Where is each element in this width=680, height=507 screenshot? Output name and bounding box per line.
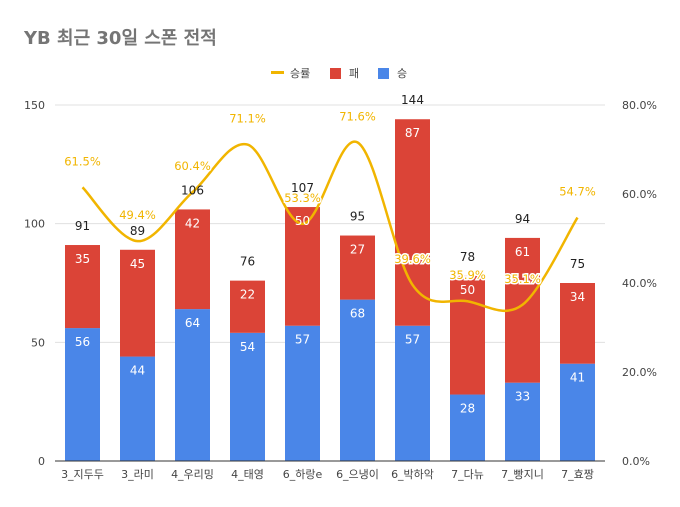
bar-loss [65, 245, 100, 329]
bar-total-label: 106 [181, 183, 204, 197]
bar-win-label: 33 [515, 390, 530, 404]
bar-win [560, 363, 595, 461]
y-right-tick-label: 80.0% [622, 99, 657, 112]
bar-total-label: 89 [130, 224, 145, 238]
bar-loss [450, 275, 485, 395]
bar-total-label: 144 [401, 93, 424, 107]
x-tick-label: 6_하랑e [283, 467, 323, 481]
bar-win-label: 41 [570, 371, 585, 385]
bar-loss-label: 27 [350, 243, 365, 257]
win-rate-label: 49.4% [119, 208, 156, 222]
win-rate-label: 35.9% [449, 268, 486, 282]
legend-label: 승 [397, 67, 407, 80]
bar-win-label: 28 [460, 402, 475, 416]
win-rate-line [81, 140, 579, 313]
bar-loss [230, 280, 265, 333]
win-rate-label: 53.3% [284, 191, 321, 205]
x-tick-label: 6_박하악 [391, 467, 434, 481]
win-rate-label: 35.1% [504, 272, 541, 286]
bar-total-label: 94 [515, 212, 530, 226]
y-right-tick-label: 20.0% [622, 366, 657, 379]
y-right-tick-label: 0.0% [622, 455, 650, 468]
bar-win [120, 356, 155, 461]
bar-total-label: 91 [75, 219, 90, 233]
bar-win [230, 332, 265, 461]
x-tick-label: 4_태영 [231, 468, 264, 481]
legend-label: 패 [349, 67, 359, 80]
bar-loss [120, 249, 155, 357]
win-rate-label: 39.6% [394, 252, 431, 266]
bar-win-label: 57 [295, 333, 310, 347]
x-tick-label: 7_효짱 [561, 468, 594, 481]
chart-title: YB 최근 30일 스폰 전적 [24, 28, 217, 49]
win-rate-label: 71.1% [229, 112, 266, 126]
win-rate-label: 71.6% [339, 109, 376, 123]
bar-win [65, 328, 100, 461]
bar-win-label: 54 [240, 340, 255, 354]
bar-win [285, 325, 320, 461]
bar-total-label: 76 [240, 255, 255, 269]
bar-win-label: 68 [350, 307, 365, 321]
legend-swatch-line [271, 71, 284, 74]
bar-total-label: 107 [291, 181, 314, 195]
y-right-tick-label: 40.0% [622, 277, 657, 290]
y-left-tick-label: 50 [31, 336, 45, 349]
bar-loss-label: 42 [185, 216, 200, 230]
bar-loss-label: 87 [405, 126, 420, 140]
bar-win-label: 44 [130, 364, 145, 378]
bar-win-label: 57 [405, 333, 420, 347]
x-tick-label: 6_으냉이 [336, 468, 379, 481]
bar-loss [395, 119, 430, 326]
y-right-tick-label: 60.0% [622, 188, 657, 201]
x-tick-label: 7_다뉴 [451, 468, 484, 481]
y-left-tick-label: 100 [24, 218, 45, 231]
bar-win [340, 299, 375, 461]
bar-total-label: 78 [460, 250, 475, 264]
legend-swatch-box [330, 68, 341, 79]
bar-win [395, 325, 430, 461]
bar-loss-label: 34 [570, 290, 585, 304]
bar-loss-label: 22 [240, 288, 255, 302]
bar-loss-label: 50 [295, 214, 310, 228]
legend-swatch-box [378, 68, 389, 79]
x-tick-label: 7_빵지니 [501, 468, 544, 481]
bar-total-label: 75 [570, 257, 585, 271]
x-tick-label: 4_우리밍 [171, 468, 214, 481]
bar-win-label: 64 [185, 316, 200, 330]
bar-loss-label: 61 [515, 245, 530, 259]
x-tick-label: 3_라미 [121, 468, 154, 481]
bar-total-label: 95 [350, 210, 365, 224]
bar-loss [340, 235, 375, 300]
bar-loss-label: 45 [130, 257, 145, 271]
win-rate-label: 60.4% [174, 159, 211, 173]
bar-win [175, 309, 210, 461]
x-tick-label: 3_지두두 [61, 468, 104, 481]
bar-loss [285, 207, 320, 326]
bar-loss-label: 50 [460, 283, 475, 297]
bar-win [450, 394, 485, 461]
legend-label: 승률 [290, 67, 310, 80]
y-left-tick-label: 0 [38, 455, 45, 468]
bar-loss [560, 283, 595, 364]
bar-loss-label: 35 [75, 252, 90, 266]
bar-win-label: 56 [75, 335, 90, 349]
win-rate-label: 61.5% [64, 154, 101, 168]
win-rate-label: 54.7% [559, 185, 596, 199]
bar-loss [175, 209, 210, 310]
y-left-tick-label: 150 [24, 99, 45, 112]
bar-win [505, 382, 540, 461]
